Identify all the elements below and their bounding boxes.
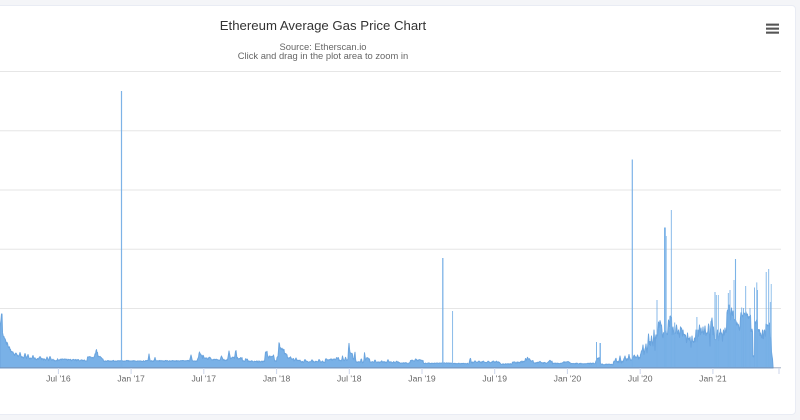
- svg-text:Jul '20: Jul '20: [628, 373, 653, 383]
- svg-text:Jan '17: Jan '17: [117, 373, 145, 383]
- svg-text:Jan '20: Jan '20: [554, 373, 582, 383]
- svg-text:Jul '16: Jul '16: [46, 373, 71, 383]
- svg-text:Jul '19: Jul '19: [482, 373, 507, 383]
- svg-text:Jul '17: Jul '17: [192, 373, 217, 383]
- svg-text:Jan '21: Jan '21: [699, 373, 727, 383]
- svg-text:Jul '18: Jul '18: [337, 373, 362, 383]
- svg-text:Jan '19: Jan '19: [408, 373, 436, 383]
- svg-text:Jan '18: Jan '18: [263, 373, 291, 383]
